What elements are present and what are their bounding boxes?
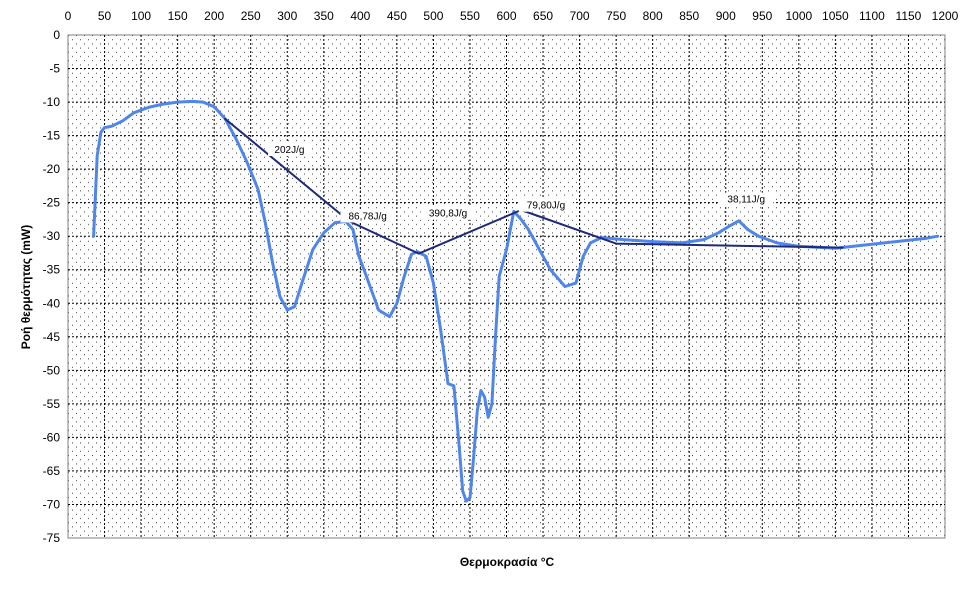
baseline-line bbox=[224, 117, 844, 255]
y-axis-title: Ροή θερμότητας (mW) bbox=[19, 225, 33, 350]
y-tick-label: -35 bbox=[43, 263, 61, 277]
x-tick-label: 100 bbox=[131, 9, 151, 23]
y-tick-label: -75 bbox=[43, 531, 61, 545]
annotation-label: 79,80J/g bbox=[527, 201, 565, 212]
x-tick-label: 50 bbox=[98, 9, 112, 23]
y-tick-label: -45 bbox=[43, 330, 61, 344]
annotation-label: 86,78J/g bbox=[348, 211, 386, 222]
y-tick-label: 0 bbox=[53, 28, 60, 42]
annotations: 202J/g 86,78J/g 390,8J/g 79,80J/g 38,11J/g bbox=[268, 143, 774, 223]
x-axis-title: Θερμοκρασία °C bbox=[460, 555, 555, 569]
x-tick-label: 800 bbox=[643, 9, 663, 23]
y-axis-ticks: 0 -5 -10 -15 -20 -25 -30 -35 -40 -45 -50 -55 -60 -65 -… bbox=[43, 28, 61, 545]
x-tick-label: 700 bbox=[570, 9, 590, 23]
annotation-label: 202J/g bbox=[274, 145, 304, 156]
annotation-bg bbox=[719, 192, 774, 206]
y-tick-label: -70 bbox=[43, 497, 61, 511]
x-tick-label: 950 bbox=[752, 9, 772, 23]
x-tick-label: 650 bbox=[533, 9, 553, 23]
x-tick-label: 1200 bbox=[932, 9, 959, 23]
x-axis-ticks: 0 50 100 150 200 250 300 350 400 450 500 550 600 650 7… bbox=[65, 9, 959, 23]
x-tick-label: 500 bbox=[423, 9, 443, 23]
y-tick-label: -40 bbox=[43, 296, 61, 310]
y-tick-label: -30 bbox=[43, 229, 61, 243]
x-tick-label: 600 bbox=[496, 9, 516, 23]
x-tick-label: 350 bbox=[314, 9, 334, 23]
y-tick-label: -50 bbox=[43, 363, 61, 377]
x-tick-label: 0 bbox=[65, 9, 72, 23]
x-tick-label: 1000 bbox=[785, 9, 812, 23]
plot-area bbox=[67, 34, 946, 539]
annotation-bg bbox=[268, 143, 311, 157]
x-tick-label: 450 bbox=[387, 9, 407, 23]
x-tick-label: 750 bbox=[606, 9, 626, 23]
x-tick-label: 900 bbox=[716, 9, 736, 23]
x-tick-label: 150 bbox=[168, 9, 188, 23]
annotation-label: 390,8J/g bbox=[429, 209, 467, 220]
x-tick-label: 1100 bbox=[859, 9, 885, 23]
y-tick-label: -10 bbox=[43, 95, 61, 109]
x-tick-label: 250 bbox=[241, 9, 261, 23]
x-tick-label: 1050 bbox=[822, 9, 849, 23]
series-layer bbox=[92, 99, 940, 503]
y-tick-label: -65 bbox=[43, 464, 61, 478]
y-tick-label: -25 bbox=[43, 196, 61, 210]
x-tick-label: 550 bbox=[460, 9, 480, 23]
y-tick-label: -20 bbox=[43, 162, 61, 176]
x-tick-label: 400 bbox=[350, 9, 370, 23]
annotation-bg bbox=[340, 209, 395, 223]
annotation-bg bbox=[518, 198, 574, 212]
x-tick-label: 200 bbox=[204, 9, 224, 23]
annotation-label: 38,11J/g bbox=[727, 195, 765, 206]
x-tick-label: 1150 bbox=[896, 9, 922, 23]
y-tick-label: -55 bbox=[43, 397, 61, 411]
annotation-bg bbox=[420, 206, 476, 220]
y-tick-label: -15 bbox=[43, 129, 61, 143]
x-tick-label: 850 bbox=[679, 9, 699, 23]
y-tick-label: -60 bbox=[43, 430, 61, 444]
dsc-curve-line bbox=[92, 99, 940, 503]
x-tick-label: 300 bbox=[277, 9, 297, 23]
y-tick-label: -5 bbox=[49, 62, 60, 76]
